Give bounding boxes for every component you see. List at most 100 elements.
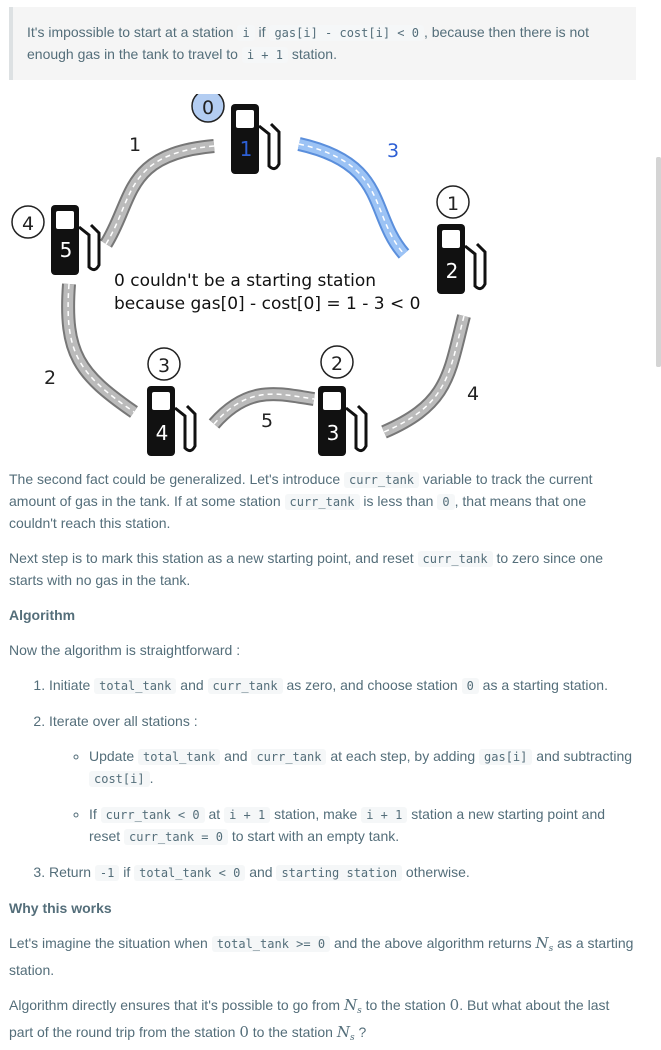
inline-code: curr_tank < 0 xyxy=(100,807,205,823)
inline-code: gas[i] xyxy=(479,749,533,765)
math-ns: Ns xyxy=(343,996,362,1016)
inline-code: total_tank xyxy=(138,749,221,765)
cost-label: 5 xyxy=(261,410,273,432)
text: to zero since one starts with no gas in … xyxy=(9,550,604,588)
text: as zero, and choose station xyxy=(282,677,462,693)
text: Algorithm directly ensures that it's pos… xyxy=(9,997,344,1013)
text: . But what about the last part of the ro… xyxy=(9,997,610,1040)
inline-code: total_tank < 0 xyxy=(134,865,246,881)
inline-code: i + 1 xyxy=(361,807,408,823)
inline-code: i xyxy=(237,25,255,41)
step-3: Return -1 if total_tank < 0 and starting… xyxy=(49,862,636,884)
text: to start with an empty tank. xyxy=(227,828,400,844)
text: is less than xyxy=(359,493,438,509)
math-subscript: s xyxy=(349,1033,355,1043)
inline-code: i + 1 xyxy=(224,807,271,823)
paragraph-why-1: Let's imagine the situation when total_t… xyxy=(9,933,636,981)
why-heading: Why this works xyxy=(9,900,112,916)
text: and subtracting xyxy=(532,748,633,764)
text: station, make xyxy=(270,806,362,822)
blockquote: It's impossible to start at a station i … xyxy=(9,7,636,80)
station-number: 1 xyxy=(240,137,253,161)
gas-station-2: 2 xyxy=(437,224,487,294)
road-3-to-4 xyxy=(381,314,471,439)
algorithm-steps: Initiate total_tank and curr_tank as zer… xyxy=(9,675,636,884)
gas-station-3: 3 xyxy=(318,386,368,456)
step-1: Initiate total_tank and curr_tank as zer… xyxy=(49,675,636,697)
text: Iterate over all stations : xyxy=(49,713,198,729)
text: to the station xyxy=(361,997,450,1013)
math-subscript: s xyxy=(548,944,554,954)
math-symbol: N xyxy=(336,1023,350,1041)
gas-bubble-3: 2 xyxy=(320,345,354,379)
text: . xyxy=(149,770,154,786)
text: Let's imagine the situation when xyxy=(9,935,212,951)
substep-reset: If curr_tank < 0 at i + 1 station, make … xyxy=(89,804,636,848)
step-2-substeps: Update total_tank and curr_tank at each … xyxy=(49,746,636,848)
paragraph-next-step: Next step is to mark this station as a n… xyxy=(9,548,636,591)
text: , that means that one couldn't reach thi… xyxy=(9,493,587,531)
text: as a starting station. xyxy=(9,935,634,978)
cost-label: 3 xyxy=(387,140,399,162)
gas-bubble-1: 0 xyxy=(191,94,225,123)
article-content: It's impossible to start at a station i … xyxy=(9,7,636,1049)
inline-code: curr_tank xyxy=(417,551,493,567)
inline-code: curr_tank = 0 xyxy=(124,829,228,845)
inline-code: curr_tank xyxy=(284,494,360,510)
gas-station-diagram: 1 0 2 1 3 xyxy=(9,94,509,469)
text: If xyxy=(89,806,101,822)
math-ns: Ns xyxy=(536,934,554,954)
text: at each step, by adding xyxy=(326,748,480,764)
inline-code: 0 xyxy=(461,678,479,694)
gas-bubble-5: 4 xyxy=(11,205,45,239)
road-1-to-2 xyxy=(99,139,215,248)
text: Next step is to mark this station as a n… xyxy=(9,550,418,566)
math-zero: 0 xyxy=(449,996,460,1014)
quote-text: station. xyxy=(287,46,337,62)
text: ? xyxy=(354,1024,367,1040)
cost-label: 4 xyxy=(467,383,479,405)
text: and the above algorithm returns xyxy=(330,935,536,951)
step-2: Iterate over all stations : Update total… xyxy=(49,711,636,848)
text: as a starting station. xyxy=(478,677,608,693)
gas-station-1: 1 xyxy=(231,104,281,174)
inline-code: curr_tank xyxy=(251,749,327,765)
inline-code: gas[i] - cost[i] < 0 xyxy=(269,25,424,41)
gas-bubble-4: 3 xyxy=(147,347,181,381)
cost-label: 1 xyxy=(129,134,141,156)
station-number: 2 xyxy=(446,259,459,283)
gas-amount: 3 xyxy=(158,355,170,377)
inline-code: starting station xyxy=(276,865,403,881)
inline-code: i + 1 xyxy=(241,47,288,63)
text: Update xyxy=(89,748,139,764)
text: Return xyxy=(49,864,95,880)
gas-station-5: 5 xyxy=(51,205,101,275)
vertical-scrollbar[interactable] xyxy=(656,157,661,367)
math-symbol: N xyxy=(343,996,358,1014)
road-2-to-3 xyxy=(297,137,410,259)
text: Initiate xyxy=(49,677,95,693)
text: to the station xyxy=(248,1024,337,1040)
text: and xyxy=(245,864,277,880)
gas-amount: 1 xyxy=(447,193,459,215)
paragraph-algorithm-intro: Now the algorithm is straightforward : xyxy=(9,642,241,658)
math-zero: 0 xyxy=(239,1023,249,1041)
station-number: 5 xyxy=(60,238,73,262)
station-number: 4 xyxy=(156,421,169,445)
text: and xyxy=(220,748,252,764)
inline-code: cost[i] xyxy=(89,771,150,787)
algorithm-heading: Algorithm xyxy=(9,607,76,623)
gas-amount: 4 xyxy=(22,213,34,235)
scrollbar-thumb[interactable] xyxy=(656,157,661,367)
quote-text: , because then there is not enough gas i… xyxy=(27,24,589,62)
math-ns: Ns xyxy=(336,1023,355,1043)
gas-amount: 2 xyxy=(331,353,343,375)
text: at xyxy=(204,806,225,822)
inline-code: total_tank xyxy=(94,678,177,694)
text: if xyxy=(119,864,135,880)
text: The second fact could be generalized. Le… xyxy=(9,471,344,487)
diagram-caption-line-1: 0 couldn't be a starting station xyxy=(114,271,376,291)
quote-text: if xyxy=(254,24,270,40)
text: station a new starting point and reset xyxy=(89,806,606,844)
inline-code: -1 xyxy=(94,865,120,881)
